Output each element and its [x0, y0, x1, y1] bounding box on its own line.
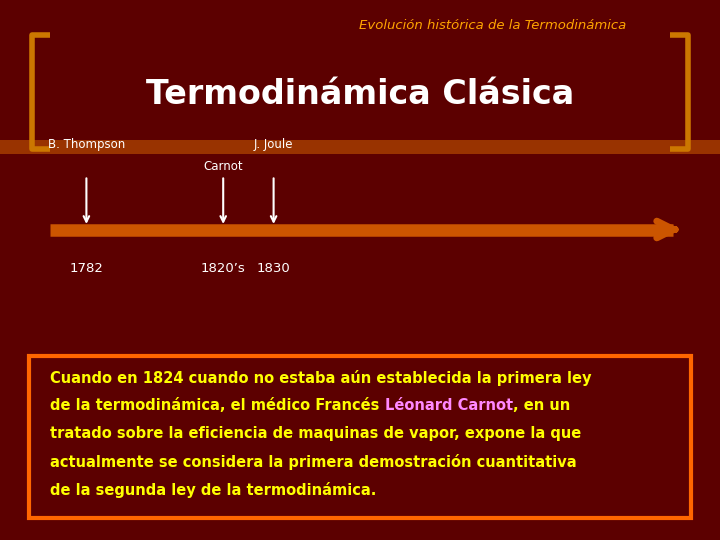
Text: Cuando en 1824 cuando no estaba aún establecida la primera ley: Cuando en 1824 cuando no estaba aún esta… — [50, 370, 592, 386]
Text: Evolución histórica de la Termodinámica: Evolución histórica de la Termodinámica — [359, 19, 626, 32]
Text: tratado sobre la eficiencia de maquinas de vapor, expone la que: tratado sobre la eficiencia de maquinas … — [50, 426, 582, 441]
Text: 1820’s: 1820’s — [201, 262, 246, 275]
Text: Termodinámica Clásica: Termodinámica Clásica — [146, 78, 574, 111]
Text: Léonard Carnot: Léonard Carnot — [385, 398, 513, 413]
Text: J. Joule: J. Joule — [254, 138, 293, 151]
Bar — [29, 356, 691, 518]
Text: 1782: 1782 — [69, 262, 104, 275]
Text: , en un: , en un — [513, 398, 570, 413]
Text: Carnot: Carnot — [203, 160, 243, 173]
Text: de la segunda ley de la termodinámica.: de la segunda ley de la termodinámica. — [50, 482, 377, 498]
Bar — [0, 140, 720, 154]
Text: 1830: 1830 — [257, 262, 290, 275]
Text: actualmente se considera la primera demostración cuantitativa: actualmente se considera la primera demo… — [50, 454, 577, 470]
Text: de la termodinámica, el médico Francés: de la termodinámica, el médico Francés — [50, 398, 385, 413]
Text: B. Thompson: B. Thompson — [48, 138, 125, 151]
